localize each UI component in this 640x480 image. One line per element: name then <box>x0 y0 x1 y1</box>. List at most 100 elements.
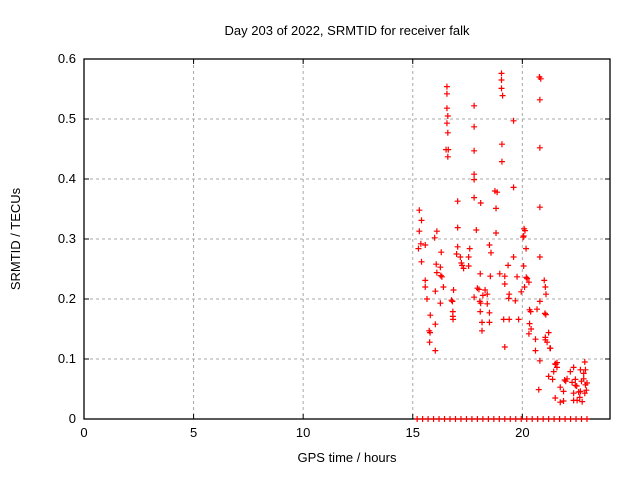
data-point <box>552 395 559 401</box>
data-point <box>498 158 505 165</box>
x-tick-label: 0 <box>80 425 87 440</box>
data-point <box>532 347 539 354</box>
data-point <box>505 262 512 269</box>
y-tick-label: 0.5 <box>58 111 76 126</box>
data-point <box>465 263 472 269</box>
data-point <box>443 120 450 127</box>
zero-row-point <box>512 416 519 422</box>
data-point <box>576 394 583 401</box>
data-point <box>520 263 527 269</box>
data-point <box>542 311 549 318</box>
data-point <box>475 286 482 293</box>
data-point <box>423 296 430 302</box>
zero-row-point <box>436 416 443 422</box>
plot-frame <box>83 58 611 420</box>
data-point <box>521 284 528 290</box>
zero-row-point <box>419 416 426 422</box>
zero-row-point <box>468 416 475 422</box>
x-tick-label: 5 <box>190 425 197 440</box>
grid-layer <box>84 58 610 419</box>
data-point <box>471 102 478 109</box>
data-point <box>567 368 574 375</box>
data-point <box>444 129 451 136</box>
data-point <box>422 242 429 248</box>
zero-row-point <box>496 416 503 422</box>
data-point <box>536 204 543 211</box>
plot-border <box>83 58 611 420</box>
data-point <box>484 291 491 298</box>
data-point <box>443 90 450 97</box>
data-point <box>437 264 444 271</box>
data-point <box>501 273 508 280</box>
zero-row-point <box>573 416 580 422</box>
data-point <box>570 390 577 397</box>
data-point <box>528 326 535 332</box>
zero-row-point <box>447 416 454 422</box>
data-point <box>444 113 451 119</box>
data-point <box>583 380 590 386</box>
data-point <box>564 375 571 382</box>
zero-row-point <box>578 416 585 422</box>
zero-row-point <box>457 416 464 422</box>
data-point <box>500 316 507 323</box>
data-point <box>537 75 544 82</box>
data-point <box>477 308 484 315</box>
data-point <box>518 288 525 295</box>
data-point <box>494 189 501 196</box>
data-point <box>569 379 576 386</box>
data-point <box>552 360 559 367</box>
zero-row-point <box>507 416 514 422</box>
data-point <box>448 297 455 304</box>
data-point <box>418 258 425 265</box>
zero-row-point <box>540 416 547 422</box>
data-point <box>486 242 493 248</box>
data-point <box>579 398 586 405</box>
zero-row-point <box>452 416 459 422</box>
data-point <box>471 294 478 301</box>
data-point <box>471 123 478 130</box>
data-point <box>560 398 567 404</box>
data-point <box>487 273 494 280</box>
data-point <box>438 273 445 280</box>
data-point <box>501 281 508 287</box>
data-point <box>454 198 461 205</box>
data-point <box>477 300 484 307</box>
data-point <box>431 234 438 241</box>
data-point <box>572 382 579 389</box>
data-point <box>445 146 452 153</box>
y-axis-label: SRMTID / TECUs <box>8 187 23 290</box>
data-point <box>460 265 467 272</box>
data-point <box>575 389 582 395</box>
data-point <box>471 194 478 201</box>
data-point <box>541 277 548 284</box>
data-point <box>479 319 486 326</box>
data-point <box>471 176 478 183</box>
data-point <box>499 92 506 99</box>
data-point <box>525 279 532 286</box>
data-point <box>444 153 451 160</box>
data-point <box>498 70 505 77</box>
label-layer: Day 203 of 2022, SRMTID for receiver fal… <box>8 23 470 465</box>
data-point <box>550 368 557 375</box>
data-point <box>484 300 491 307</box>
data-point <box>523 245 530 252</box>
data-point <box>493 205 500 212</box>
y-tick-label: 0 <box>69 411 76 426</box>
data-point <box>498 77 505 83</box>
data-point <box>482 287 489 293</box>
data-point <box>524 275 531 282</box>
data-point <box>487 249 494 256</box>
data-point <box>479 292 486 299</box>
data-point <box>433 228 440 235</box>
zero-row-point <box>501 416 508 422</box>
zero-row-point <box>523 416 530 422</box>
zero-row-point <box>490 416 497 422</box>
data-point <box>534 306 541 313</box>
zero-row-point <box>551 416 558 422</box>
data-point <box>465 254 472 260</box>
data-point <box>422 284 429 290</box>
data-point <box>510 184 517 191</box>
data-point <box>437 272 444 279</box>
y-tick-label: 0.6 <box>58 51 76 66</box>
